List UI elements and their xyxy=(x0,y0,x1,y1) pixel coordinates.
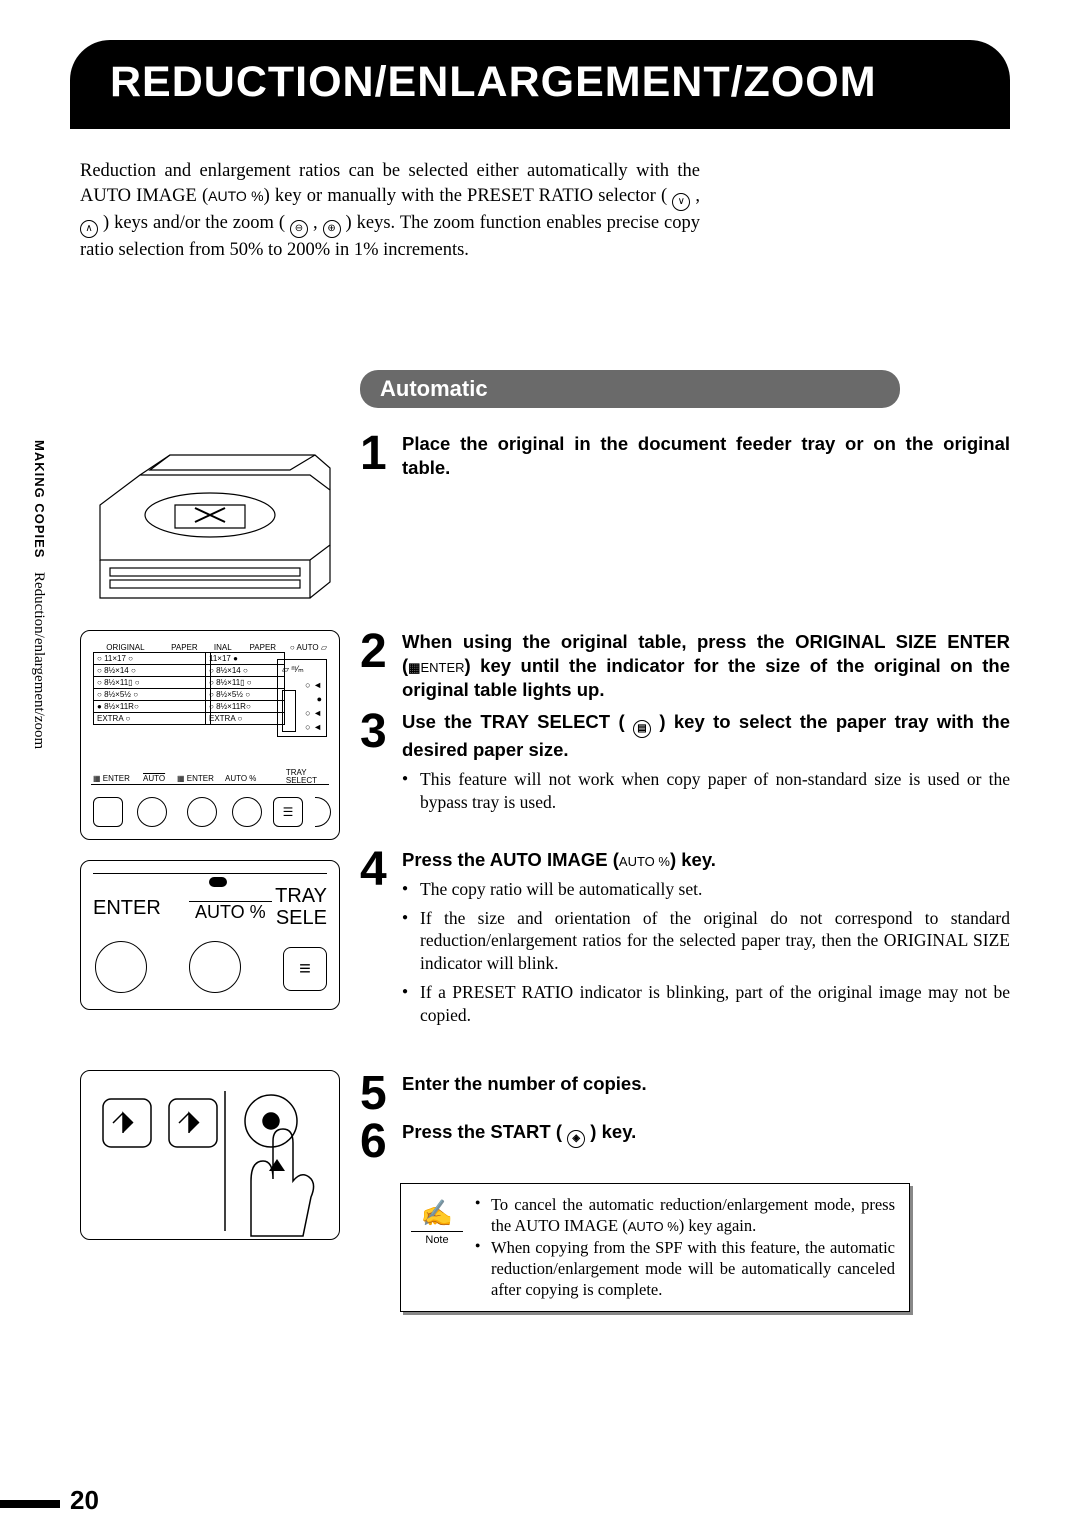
step-5: 5 Enter the number of copies. xyxy=(360,1072,1010,1115)
zoom-down-icon: ⊖ xyxy=(290,220,308,238)
step-text: Use the TRAY SELECT ( xyxy=(402,711,633,732)
down-key-icon: ∨ xyxy=(672,193,690,211)
size-option: 8½×11R xyxy=(216,702,246,711)
step-heading: Place the original in the document feede… xyxy=(402,432,1010,480)
tray-select-key-icon: ▤ xyxy=(633,720,651,738)
size-option: 8½×5½ xyxy=(104,690,131,699)
section-heading-text: Automatic xyxy=(380,376,488,401)
size-option: 11×17 xyxy=(104,654,126,663)
step-heading: Use the TRAY SELECT ( ▤ ) key to select … xyxy=(402,710,1010,762)
panel-label: PAPER xyxy=(250,643,277,652)
side-tab-section: MAKING COPIES xyxy=(32,440,47,558)
up-key-icon: ∧ xyxy=(80,220,98,238)
panel-enter-label: ENTER xyxy=(93,897,161,920)
size-option: 8½×5½ xyxy=(216,690,243,699)
zoom-up-icon: ⊕ xyxy=(323,220,341,238)
step-heading: Press the START ( ◈ ) key. xyxy=(402,1120,1010,1148)
step-number: 2 xyxy=(360,630,402,673)
intro-text: ) keys and/or the zoom ( xyxy=(98,213,290,233)
copier-illustration xyxy=(80,430,340,610)
note-bullet: When copying from the SPF with this feat… xyxy=(475,1237,895,1301)
panel-auto-label: AUTO % xyxy=(189,901,272,923)
note-bullet: To cancel the automatic reduction/enlarg… xyxy=(475,1194,895,1237)
note-text: ) key again. xyxy=(679,1216,756,1235)
panel-sele-label: SELE xyxy=(276,907,327,930)
panel-label: ORIGINAL xyxy=(106,643,144,652)
step-3: 3 Use the TRAY SELECT ( ▤ ) key to selec… xyxy=(360,710,1010,820)
page-number-bar xyxy=(0,1500,60,1508)
step-number: 5 xyxy=(360,1072,402,1115)
panel-label: AUTO xyxy=(143,774,165,783)
panel-label: AUTO % xyxy=(225,774,256,783)
size-option: 8½×11 xyxy=(216,678,240,687)
size-option: 8½×11 xyxy=(104,678,128,687)
step-1: 1 Place the original in the document fee… xyxy=(360,432,1010,480)
size-option: 8½×11R xyxy=(104,702,134,711)
panel-label: ENTER xyxy=(187,774,214,783)
intro-text: ) key or manually with the PRESET RATIO … xyxy=(264,186,673,206)
step-number: 3 xyxy=(360,710,402,753)
step-number: 1 xyxy=(360,432,402,475)
start-key-icon: ◈ xyxy=(567,1130,585,1148)
panel-label: ENTER xyxy=(103,774,130,783)
intro-text: , xyxy=(308,213,323,233)
step-number: 4 xyxy=(360,848,402,891)
auto-key-label: AUTO % xyxy=(619,854,670,869)
step-2: 2 When using the original table, press t… xyxy=(360,630,1010,702)
size-option: EXTRA xyxy=(209,714,235,723)
note-label: Note xyxy=(411,1231,463,1246)
panel-label: AUTO xyxy=(297,643,319,652)
note-box: ✍ Note To cancel the automatic reduction… xyxy=(400,1183,910,1312)
auto-image-key-label: AUTO % xyxy=(208,188,264,204)
bullet-item: If the size and orientation of the origi… xyxy=(402,907,1010,975)
side-tab-subsection: Reduction/enlargement/zoom xyxy=(31,572,47,749)
intro-paragraph: Reduction and enlargement ratios can be … xyxy=(80,159,700,263)
control-panel-illustration: ORIGINAL PAPER ○ 11×17 ○ ○ 8½×14 ○ ○ 8½×… xyxy=(80,630,340,840)
page-title: REDUCTION/ENLARGEMENT/ZOOM xyxy=(110,58,877,106)
side-tab: MAKING COPIES Reduction/enlargement/zoom xyxy=(30,440,47,749)
note-icon: ✍ xyxy=(411,1198,463,1229)
panel-label: TRAY SELECT xyxy=(286,769,317,785)
bullet-item: If a PRESET RATIO indicator is blinking,… xyxy=(402,981,1010,1027)
step-bullets: The copy ratio will be automatically set… xyxy=(402,878,1010,1027)
size-option: EXTRA xyxy=(97,714,123,723)
enter-key-label: ENTER xyxy=(420,660,464,675)
step-6: 6 Press the START ( ◈ ) key. xyxy=(360,1120,1010,1163)
section-heading: Automatic xyxy=(360,370,900,408)
step-bullets: This feature will not work when copy pap… xyxy=(402,768,1010,814)
step-text: Press the START ( xyxy=(402,1121,567,1142)
enter-auto-panel-illustration: ENTER AUTO % TRAY SELE ≡ xyxy=(80,860,340,1010)
panel-tray-label: TRAY xyxy=(275,885,327,908)
bullet-item: The copy ratio will be automatically set… xyxy=(402,878,1010,901)
step-text: ) key until the indicator for the size o… xyxy=(402,655,1010,700)
step-text: Press the AUTO IMAGE ( xyxy=(402,849,619,870)
note-icon-wrap: ✍ Note xyxy=(411,1198,463,1246)
size-option: 8½×14 xyxy=(104,666,129,675)
panel-label: INAL xyxy=(214,643,232,652)
step-number: 6 xyxy=(360,1120,402,1163)
step-text: ) key. xyxy=(670,849,716,870)
step-heading: Press the AUTO IMAGE (AUTO %) key. xyxy=(402,848,1010,872)
panel-label: PAPER xyxy=(171,643,198,652)
size-option: 11×17 xyxy=(209,654,231,663)
step-heading: Enter the number of copies. xyxy=(402,1072,1010,1096)
step-text: ) key. xyxy=(585,1121,636,1142)
auto-key-label: AUTO % xyxy=(628,1219,679,1234)
bullet-item: This feature will not work when copy pap… xyxy=(402,768,1010,814)
intro-text: , xyxy=(690,186,700,206)
step-4: 4 Press the AUTO IMAGE (AUTO %) key. The… xyxy=(360,848,1010,1033)
page-number: 20 xyxy=(70,1485,99,1516)
page-title-banner: REDUCTION/ENLARGEMENT/ZOOM xyxy=(70,40,1010,129)
step-heading: When using the original table, press the… xyxy=(402,630,1010,702)
hand-press-illustration xyxy=(80,1070,340,1240)
size-option: 8½×14 xyxy=(216,666,241,675)
